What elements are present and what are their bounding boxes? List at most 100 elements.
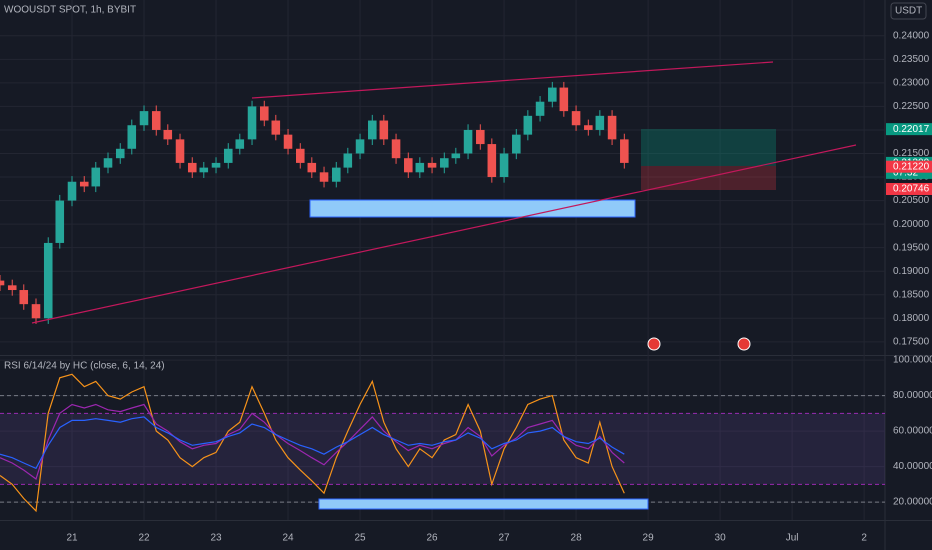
candle-body — [355, 139, 365, 154]
y-tick-label: 0.20500 — [893, 195, 930, 206]
candle-body — [67, 181, 77, 201]
trendline-lower — [31, 144, 857, 324]
price-label: 0.21220 — [893, 161, 930, 172]
candle-body — [571, 111, 581, 126]
candle-body — [151, 111, 161, 130]
candle-body — [487, 144, 497, 178]
rsi-zone — [318, 498, 649, 510]
y-tick-label: 0.19000 — [893, 266, 930, 277]
candle-body — [379, 120, 389, 140]
x-tick-label: 28 — [571, 533, 583, 544]
grid — [0, 0, 885, 520]
candle-body — [43, 242, 53, 319]
candle-body — [332, 167, 341, 182]
candle-body — [7, 285, 17, 291]
x-tick-label: 26 — [426, 533, 438, 544]
x-tick-label: 2 — [861, 533, 867, 544]
candle-body — [463, 129, 473, 154]
candle-body — [259, 106, 269, 121]
y-tick-label: 0.23000 — [893, 78, 930, 89]
candle-body — [319, 172, 329, 182]
y-tick-label: 0.20000 — [893, 219, 930, 230]
candle-body — [55, 200, 65, 243]
price-label-bg — [886, 123, 932, 136]
price-label-bg — [886, 182, 932, 195]
y-tick-label: 60.00000 — [893, 426, 932, 437]
candle-body — [343, 153, 353, 168]
candle-body — [476, 129, 485, 145]
event-icon[interactable] — [647, 337, 661, 351]
candle-body — [295, 148, 305, 163]
candle-body — [307, 162, 317, 173]
candle-body — [31, 304, 41, 319]
candle-body — [559, 87, 569, 112]
y-tick-label: 20.00000 — [893, 497, 932, 508]
currency: USDT — [895, 6, 922, 17]
y-tick-label: 0.22500 — [893, 101, 930, 112]
y-tick-label: 0.24000 — [893, 30, 930, 41]
candle-body — [103, 158, 113, 168]
candle-body — [595, 115, 605, 130]
candle-body — [283, 134, 293, 149]
candle-body — [499, 153, 509, 178]
candle-body — [163, 129, 173, 140]
candle-body — [440, 158, 449, 168]
x-tick-label: 27 — [499, 533, 511, 544]
x-tick-label: 30 — [715, 533, 727, 544]
candle-body — [512, 134, 521, 154]
candle-body — [139, 111, 149, 126]
stop-zone — [641, 166, 776, 190]
candle-body — [404, 158, 413, 173]
countdown: 07:32 — [893, 168, 918, 179]
candle-body — [175, 139, 185, 163]
candle-body — [115, 148, 125, 159]
marks — [0, 81, 629, 513]
y-tick-label: 0.19500 — [893, 242, 930, 253]
axis: 0.240000.235000.230000.225000.220000.215… — [66, 30, 932, 544]
y-tick-label: 100.00000 — [893, 355, 932, 366]
candle-body — [415, 162, 425, 173]
candle-body — [187, 162, 197, 173]
candle-body — [620, 139, 629, 163]
x-tick-label: 25 — [354, 533, 366, 544]
x-tick-label: Jul — [786, 533, 799, 544]
trendline-upper — [251, 61, 774, 99]
candle-body — [584, 125, 593, 130]
x-tick-label: 23 — [210, 533, 222, 544]
rsi-line — [0, 403, 625, 480]
event-icon[interactable] — [737, 337, 751, 351]
candle-body — [223, 148, 233, 163]
candle-body — [271, 120, 281, 135]
candle-body — [523, 115, 533, 135]
support-zone — [309, 199, 636, 218]
candle-body — [199, 167, 209, 173]
candle-body — [235, 139, 245, 149]
candle-body — [211, 162, 221, 168]
candle-body — [535, 101, 545, 116]
rsi-line — [0, 373, 625, 513]
candle-body — [548, 87, 557, 102]
candle-body — [19, 290, 29, 305]
x-tick-label: 21 — [66, 533, 78, 544]
rsi-title: RSI 6/14/24 by HC (close, 6, 14, 24) — [4, 361, 165, 372]
x-tick-label: 24 — [282, 533, 294, 544]
y-tick-label: 0.17500 — [893, 336, 930, 347]
price-label: 0.22017 — [893, 124, 930, 135]
x-tick-label: 22 — [138, 533, 150, 544]
price-label-bg — [886, 160, 932, 173]
currency-box[interactable] — [890, 2, 927, 20]
candle-body — [79, 181, 89, 187]
candle-body — [91, 167, 101, 187]
price-label: 0.20746 — [893, 184, 930, 195]
y-tick-label: 0.23500 — [893, 54, 930, 65]
candle-body — [451, 153, 461, 159]
candle-body — [391, 139, 401, 159]
y-tick-label: 0.18500 — [893, 289, 930, 300]
y-tick-label: 40.00000 — [893, 461, 932, 472]
x-tick-label: 29 — [643, 533, 655, 544]
drawings-front — [31, 61, 857, 351]
candle-body — [247, 106, 257, 140]
candle-body — [127, 125, 137, 149]
